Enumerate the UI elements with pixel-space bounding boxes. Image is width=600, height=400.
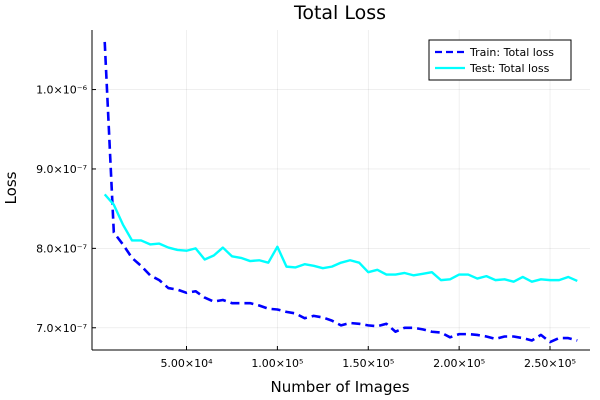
legend-box	[428, 39, 572, 81]
y-tick-label: 8.0×10⁻⁷	[36, 242, 87, 255]
y-tick-label: 9.0×10⁻⁷	[36, 163, 87, 176]
series-line-train	[103, 41, 578, 344]
x-axis-label: Number of Images	[270, 378, 409, 396]
series-lines	[103, 41, 578, 344]
x-tick-label: 2.50×10⁵	[524, 357, 576, 370]
series-line-test	[103, 193, 578, 283]
legend-label-train: Train: Total loss	[469, 46, 554, 59]
legend-label-test: Test: Total loss	[469, 62, 550, 75]
x-tick-label: 2.00×10⁵	[433, 357, 485, 370]
x-tick-label: 5.00×10⁴	[160, 357, 213, 370]
y-axis-label: Loss	[2, 171, 20, 204]
y-tick-label: 7.0×10⁻⁷	[36, 322, 87, 335]
legend: Train: Total loss Test: Total loss	[428, 39, 572, 81]
x-tick-label: 1.00×10⁵	[251, 357, 303, 370]
x-ticks: 5.00×10⁴ 1.00×10⁵ 1.50×10⁵ 2.00×10⁵ 2.50×10⁵	[160, 346, 576, 370]
y-ticks: 7.0×10⁻⁷ 8.0×10⁻⁷ 9.0×10⁻⁷ 1.0×10⁻⁶	[36, 84, 96, 335]
chart-title: Total Loss	[293, 2, 386, 24]
axes	[91, 30, 590, 351]
grid	[92, 30, 590, 350]
x-tick-label: 1.50×10⁵	[342, 357, 394, 370]
y-tick-label: 1.0×10⁻⁶	[36, 84, 88, 97]
